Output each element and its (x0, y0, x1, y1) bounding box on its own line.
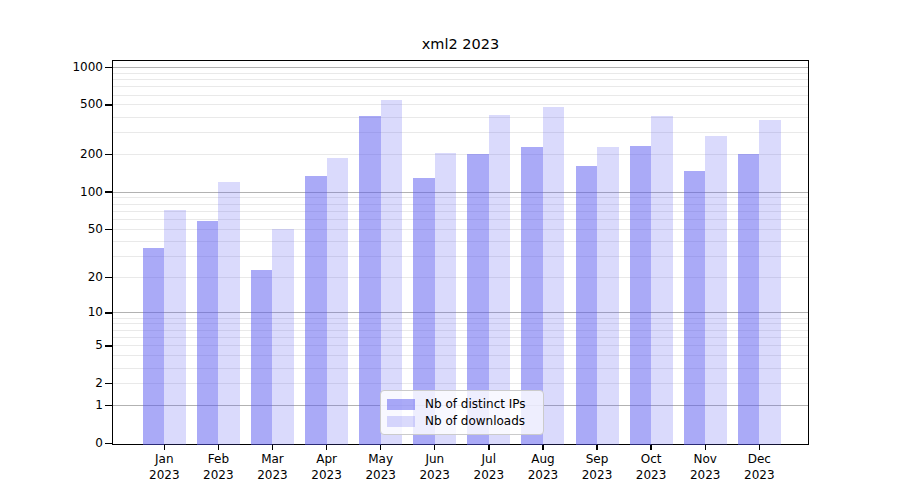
x-tick-label-aug: Aug2023 (513, 452, 573, 483)
bar-downloads-oct (651, 116, 673, 445)
y-tick-label-1: 1 (35, 398, 103, 413)
bar-downloads-feb (218, 182, 240, 445)
bar-distinct-ips-nov (684, 171, 706, 445)
x-tick-mark-oct (650, 445, 651, 450)
x-tick-label-feb: Feb2023 (188, 452, 248, 483)
bar-distinct-ips-may (359, 116, 381, 445)
y-tick-mark-0 (105, 443, 113, 444)
x-tick-mark-feb (218, 445, 219, 450)
y-tick-label-5: 5 (35, 338, 103, 353)
bar-distinct-ips-apr (305, 176, 327, 445)
y-tick-label-500: 500 (35, 97, 103, 112)
x-tick-mark-nov (705, 445, 706, 450)
legend-label-downloads: Nb of downloads (425, 414, 525, 429)
bar-downloads-apr (327, 158, 349, 445)
y-tick-mark-5 (105, 345, 113, 346)
x-tick-mark-jul (488, 445, 489, 450)
x-tick-label-apr: Apr2023 (297, 452, 357, 483)
legend-swatch-downloads (387, 416, 415, 427)
y-tick-mark-1 (105, 405, 113, 406)
y-tick-label-200: 200 (35, 147, 103, 162)
x-tick-label-oct: Oct2023 (621, 452, 681, 483)
y-tick-mark-500 (105, 104, 113, 105)
y-tick-mark-10 (105, 312, 113, 313)
figure: xml2 2023 10005002001005020105210 Jan202… (0, 0, 900, 500)
x-tick-mark-may (380, 445, 381, 450)
y-tick-label-100: 100 (35, 185, 103, 200)
chart-title: xml2 2023 (113, 36, 808, 53)
bar-distinct-ips-jan (143, 248, 165, 445)
y-tick-label-10: 10 (35, 305, 103, 320)
x-tick-label-may: May2023 (351, 452, 411, 483)
y-tick-label-0: 0 (35, 436, 103, 451)
legend-swatch-distinct-ips (387, 399, 415, 410)
bar-downloads-dec (759, 120, 781, 445)
bar-distinct-ips-oct (630, 146, 652, 445)
y-tick-mark-1000 (105, 67, 113, 68)
bar-downloads-sep (597, 147, 619, 445)
y-tick-mark-200 (105, 154, 113, 155)
x-tick-mark-aug (542, 445, 543, 450)
legend-label-distinct-ips: Nb of distinct IPs (425, 397, 526, 412)
x-tick-label-jun: Jun2023 (405, 452, 465, 483)
x-tick-mark-sep (596, 445, 597, 450)
x-tick-mark-apr (326, 445, 327, 450)
x-tick-label-dec: Dec2023 (729, 452, 789, 483)
bar-distinct-ips-dec (738, 154, 760, 445)
bar-distinct-ips-sep (576, 166, 598, 445)
y-tick-label-2: 2 (35, 376, 103, 391)
y-tick-mark-2 (105, 383, 113, 384)
legend-item-distinct-ips: Nb of distinct IPs (387, 396, 543, 413)
bar-downloads-nov (705, 136, 727, 445)
x-tick-label-mar: Mar2023 (242, 452, 302, 483)
y-tick-label-1000: 1000 (35, 60, 103, 75)
bar-distinct-ips-feb (197, 221, 219, 445)
x-tick-label-jan: Jan2023 (134, 452, 194, 483)
bar-downloads-mar (272, 229, 294, 445)
legend: Nb of distinct IPs Nb of downloads (380, 390, 544, 435)
bar-distinct-ips-mar (251, 270, 273, 445)
bars-layer (113, 61, 808, 444)
y-tick-label-20: 20 (35, 270, 103, 285)
y-tick-label-50: 50 (35, 222, 103, 237)
bar-downloads-jan (164, 210, 186, 445)
y-tick-mark-20 (105, 277, 113, 278)
x-tick-label-jul: Jul2023 (459, 452, 519, 483)
x-tick-mark-jun (434, 445, 435, 450)
plot-area (112, 60, 809, 445)
x-tick-mark-dec (759, 445, 760, 450)
y-tick-mark-100 (105, 191, 113, 192)
x-tick-label-nov: Nov2023 (675, 452, 735, 483)
legend-item-downloads: Nb of downloads (387, 413, 543, 430)
x-tick-label-sep: Sep2023 (567, 452, 627, 483)
x-tick-mark-mar (272, 445, 273, 450)
bar-downloads-aug (543, 107, 565, 445)
y-tick-mark-50 (105, 229, 113, 230)
x-tick-mark-jan (164, 445, 165, 450)
